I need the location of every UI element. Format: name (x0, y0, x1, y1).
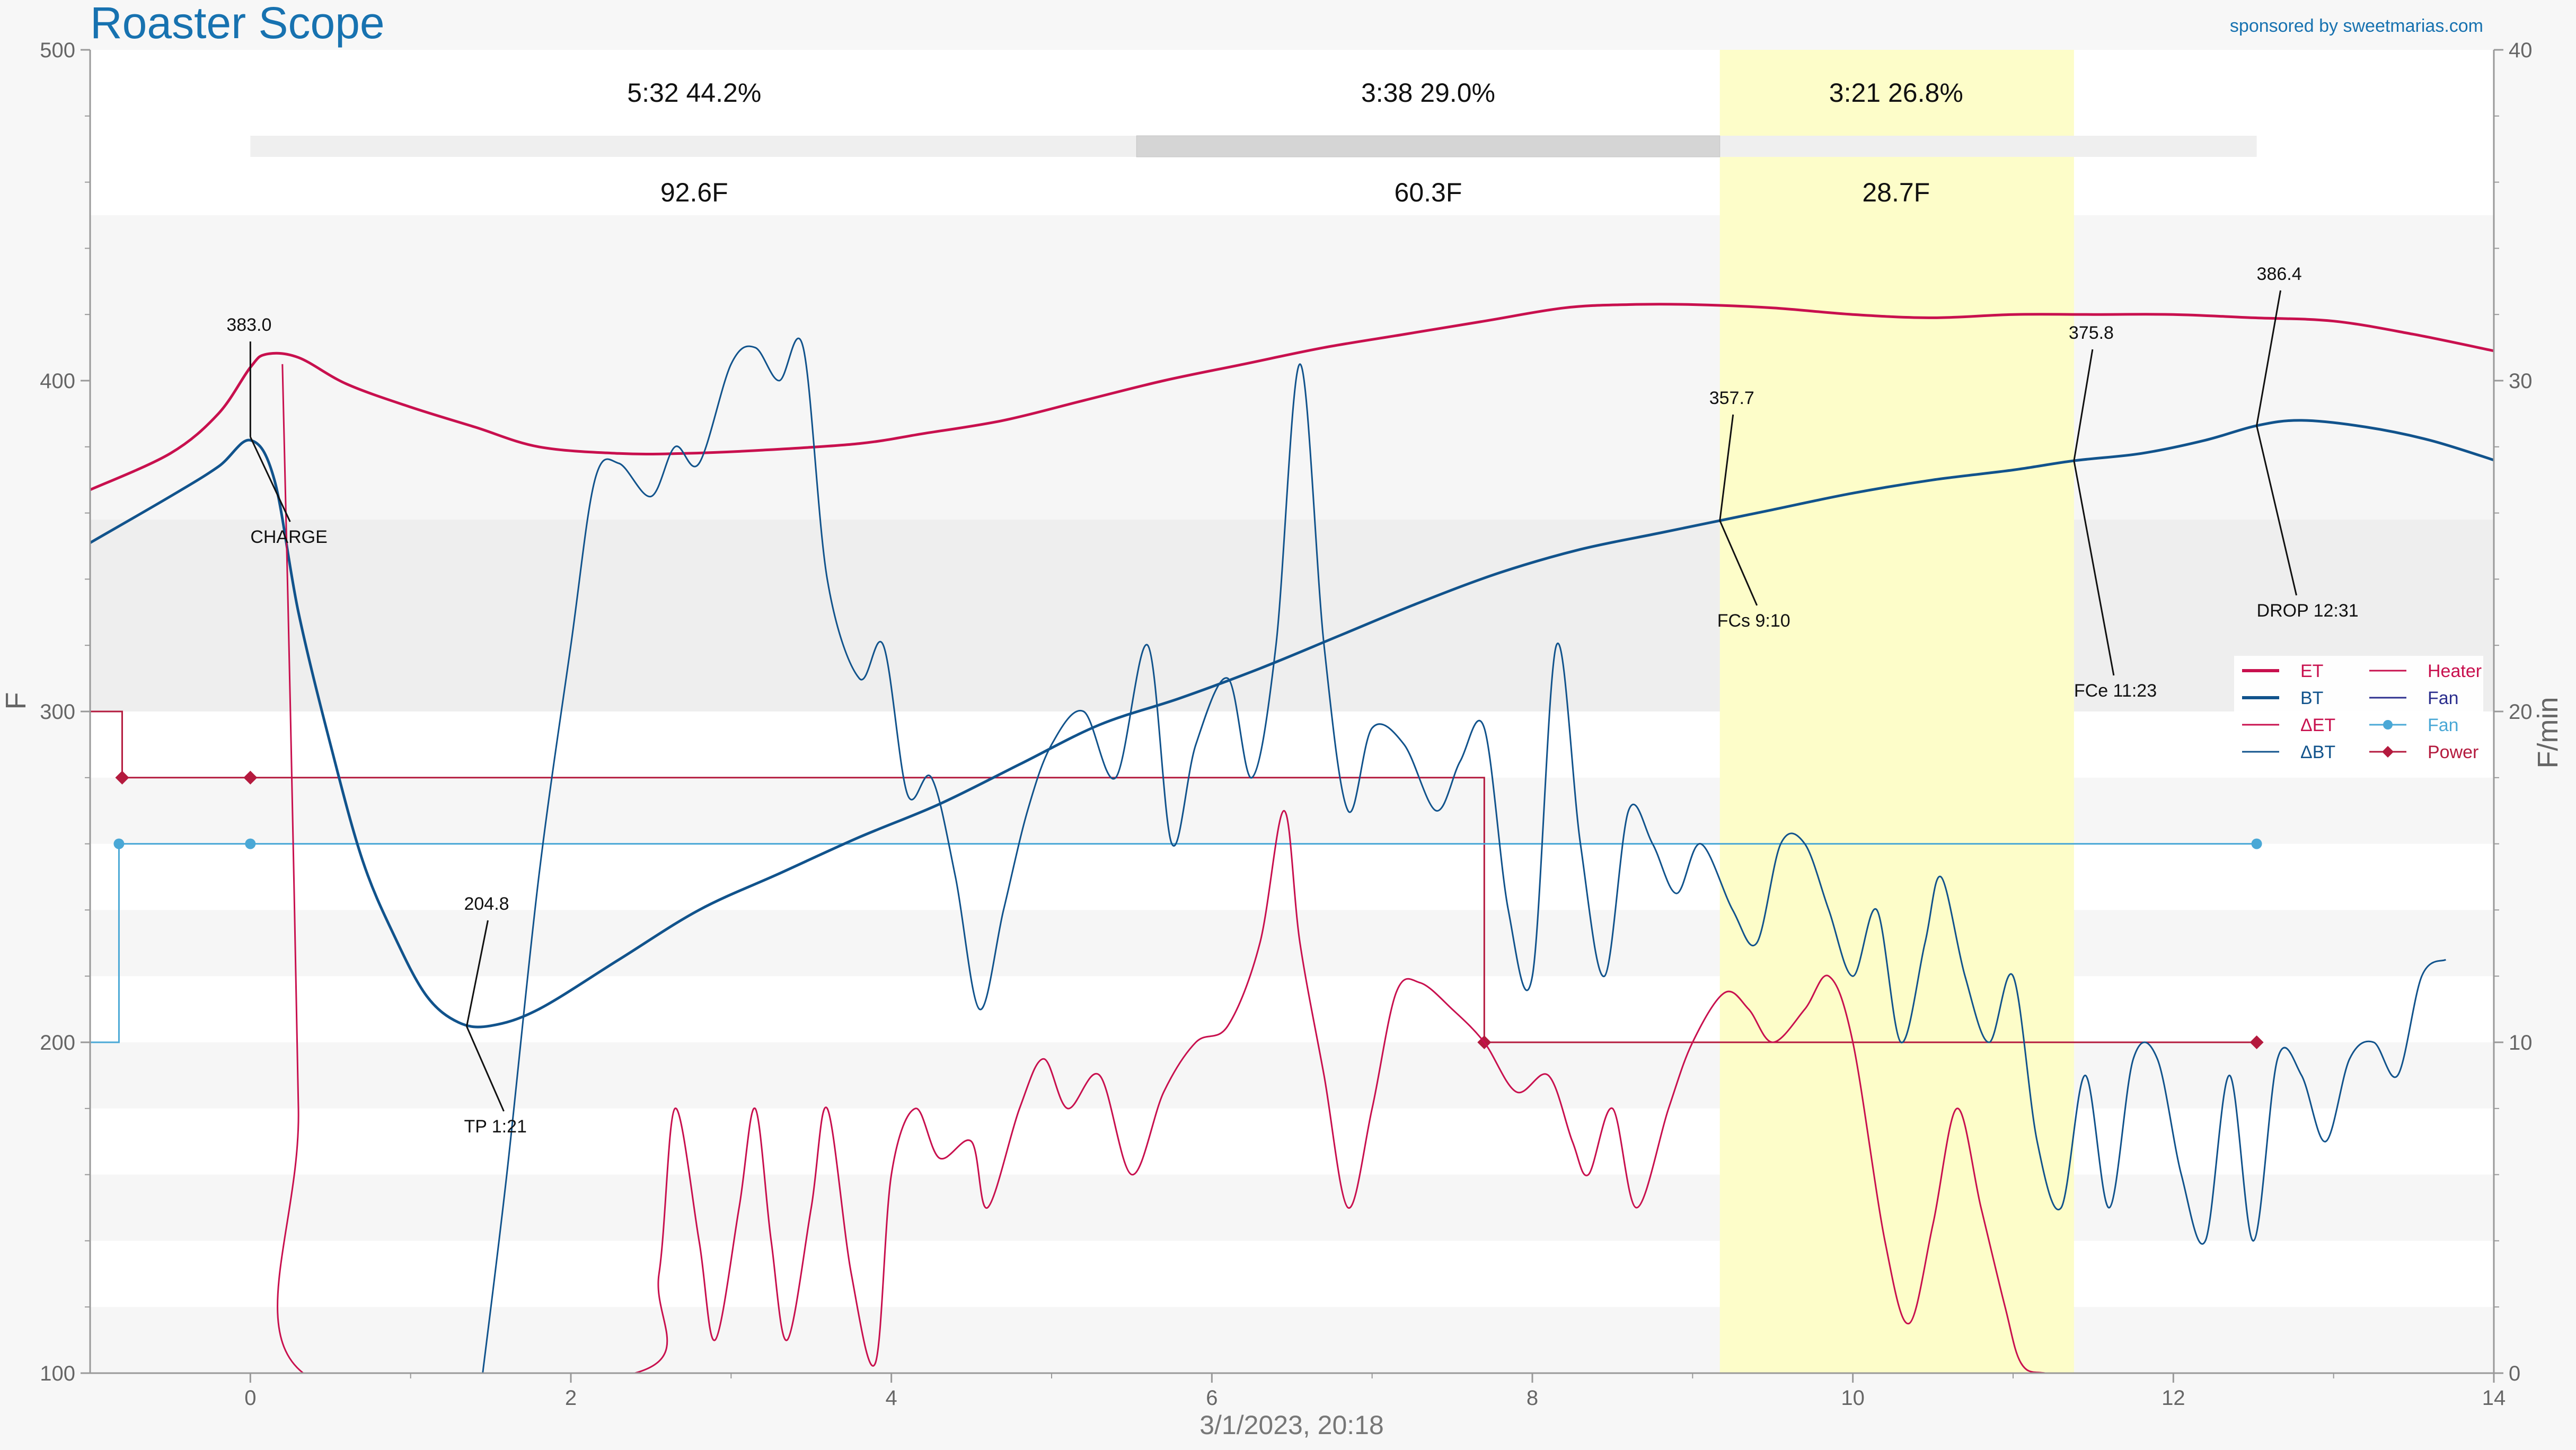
legend: ET Heater BT Fan ΔET Fan ΔBT Power (2234, 656, 2483, 767)
annotation-label: FCs 9:10 (1717, 611, 1790, 631)
legend-marker (2382, 746, 2394, 758)
band (90, 520, 2494, 711)
power-marker (115, 770, 129, 785)
legend-label: ET (2300, 661, 2323, 681)
x-tick-label: 14 (2482, 1386, 2506, 1410)
series-power-line (90, 710, 2257, 1043)
y-right-tick-label: 0 (2509, 1362, 2520, 1385)
fan-marker (2251, 838, 2262, 849)
legend-box (2234, 656, 2483, 767)
legend-label: BT (2300, 688, 2323, 708)
phase-rise-label: 60.3F (1395, 178, 1462, 207)
axes: 0 2 4 6 8 10 12 14 100 200 300 400 500 0 10 20 30 40 F F/mi… (0, 39, 2564, 1410)
annotation-leader (1719, 520, 1758, 606)
x-tick-label: 12 (2162, 1386, 2185, 1410)
power-marker (243, 770, 258, 785)
phase-rise-label: 28.7F (1862, 178, 1930, 207)
annotation-label: CHARGE (250, 527, 327, 547)
x-tick-label: 10 (1841, 1386, 1865, 1410)
band (90, 215, 2494, 520)
series-delta-et-line (277, 364, 2494, 1373)
band (90, 910, 2494, 977)
y-left-axis-label: F (0, 692, 32, 710)
series-bt-line (90, 419, 2494, 1029)
y-right-tick-label: 40 (2509, 39, 2533, 62)
phase-summary: 5:32 44.2% 92.6F 3:38 29.0% 60.3F 3:21 26.8%… (250, 78, 2257, 207)
annotation-label: FCe 11:23 (2074, 681, 2157, 701)
first-crack-window (1719, 50, 2074, 1373)
y-left-tick-label: 400 (40, 370, 75, 393)
legend-label: ΔBT (2300, 742, 2335, 762)
phase-duration-label: 5:32 44.2% (627, 78, 761, 108)
annotation-label: DROP 12:31 (2257, 601, 2359, 621)
annotation-label: TP 1:21 (464, 1117, 526, 1137)
band (90, 1174, 2494, 1241)
legend-label: Heater (2428, 661, 2482, 681)
band (90, 777, 2494, 844)
phase-duration-label: 3:21 26.8% (1829, 78, 1963, 108)
legend-label: Fan (2428, 715, 2459, 735)
y-left-tick-label: 200 (40, 1031, 75, 1054)
y-left-tick-label: 300 (40, 700, 75, 724)
y-right-tick-label: 10 (2509, 1031, 2533, 1054)
power-marker (2249, 1035, 2264, 1049)
fan-marker (113, 838, 125, 849)
event-annotations: 383.0 CHARGE 204.8 TP 1:21 357.7 FCs 9:10 375.… (226, 264, 2358, 1137)
x-tick-label: 0 (244, 1386, 256, 1410)
y-left-tick-label: 100 (40, 1362, 75, 1385)
annotation-leader (2256, 425, 2298, 596)
phase-rise-label: 92.6F (660, 178, 728, 207)
x-tick-label: 8 (1527, 1386, 1538, 1410)
x-tick-label: 4 (886, 1386, 897, 1410)
series-et-line (90, 303, 2494, 491)
series-fan-line (90, 843, 2257, 1043)
y-right-tick-label: 20 (2509, 700, 2533, 724)
x-tick-label: 2 (565, 1386, 577, 1410)
annotation-leader (1719, 414, 1734, 521)
band (90, 1307, 2494, 1373)
x-tick-label: 6 (1206, 1386, 1218, 1410)
annotation-value: 357.7 (1709, 388, 1754, 408)
annotation-leader (466, 1026, 505, 1112)
annotation-value: 204.8 (464, 894, 509, 914)
annotation-leader (2256, 290, 2282, 426)
annotation-value: 383.0 (226, 315, 271, 335)
annotation-leader (2073, 349, 2094, 461)
plot-background (90, 50, 2494, 1373)
timestamp-label: 3/1/2023, 20:18 (1199, 1410, 1384, 1440)
legend-marker (2383, 720, 2393, 730)
phase-duration-label: 3:38 29.0% (1361, 78, 1495, 108)
y-right-axis-label: F/min (2532, 697, 2564, 769)
phase-bar-middle (1136, 135, 1721, 157)
band (90, 1042, 2494, 1109)
series-delta-bt-line (482, 337, 2447, 1373)
legend-label: Power (2428, 742, 2478, 762)
sponsor-link[interactable]: sponsored by sweetmarias.com (2230, 16, 2483, 36)
annotation-leader (249, 436, 291, 522)
legend-label: Fan (2428, 688, 2459, 708)
series-lines (90, 303, 2494, 1373)
app-title: Roaster Scope (90, 0, 385, 48)
annotation-leader (2073, 460, 2115, 676)
legend-label: ΔET (2300, 715, 2335, 735)
annotation-leader (466, 920, 489, 1027)
y-right-tick-label: 30 (2509, 370, 2533, 393)
annotation-value: 375.8 (2069, 323, 2114, 343)
annotation-value: 386.4 (2257, 264, 2302, 284)
fan-marker (245, 838, 256, 849)
y-left-tick-label: 500 (40, 39, 75, 62)
